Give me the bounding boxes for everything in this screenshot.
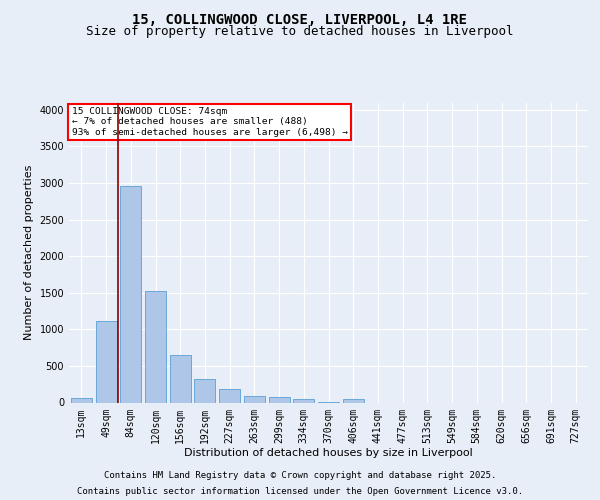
Bar: [71, 398, 92, 402]
Text: Size of property relative to detached houses in Liverpool: Size of property relative to detached ho…: [86, 25, 514, 38]
Bar: [293, 399, 314, 402]
Bar: [145, 290, 166, 403]
Bar: [120, 186, 141, 402]
Bar: [170, 355, 191, 403]
Bar: [269, 398, 290, 402]
Bar: [194, 378, 215, 402]
X-axis label: Distribution of detached houses by size in Liverpool: Distribution of detached houses by size …: [184, 448, 473, 458]
Text: 15, COLLINGWOOD CLOSE, LIVERPOOL, L4 1RE: 15, COLLINGWOOD CLOSE, LIVERPOOL, L4 1RE: [133, 12, 467, 26]
Text: Contains HM Land Registry data © Crown copyright and database right 2025.: Contains HM Land Registry data © Crown c…: [104, 472, 496, 480]
Bar: [95, 322, 116, 402]
Y-axis label: Number of detached properties: Number of detached properties: [24, 165, 34, 340]
Text: Contains public sector information licensed under the Open Government Licence v3: Contains public sector information licen…: [77, 486, 523, 496]
Bar: [343, 399, 364, 402]
Bar: [219, 389, 240, 402]
Text: 15 COLLINGWOOD CLOSE: 74sqm
← 7% of detached houses are smaller (488)
93% of sem: 15 COLLINGWOOD CLOSE: 74sqm ← 7% of deta…: [71, 107, 347, 137]
Bar: [244, 396, 265, 402]
